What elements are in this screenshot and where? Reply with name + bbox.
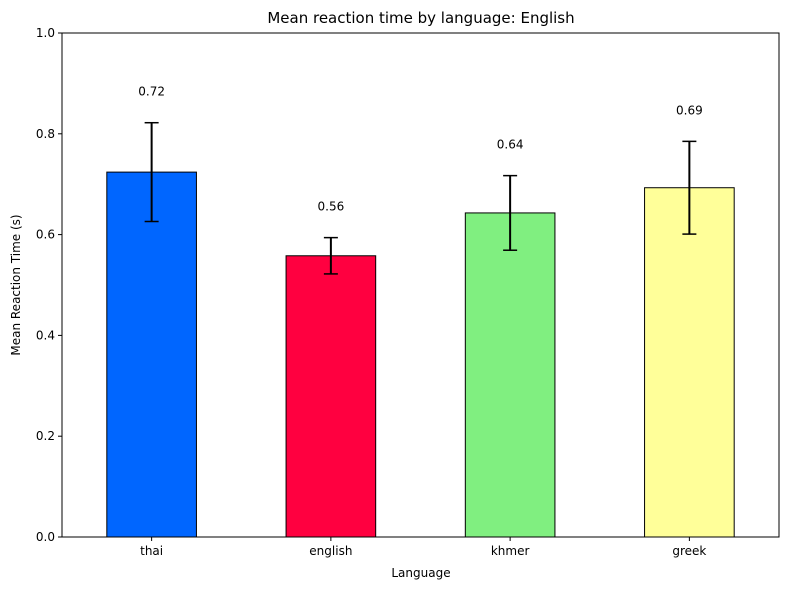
chart-title: Mean reaction time by language: English (267, 9, 574, 27)
data-label-khmer: 0.64 (497, 138, 524, 152)
error-bar-thai (144, 121, 159, 223)
bar-english (285, 255, 377, 538)
x-axis-ticks: thai english khmer greek (140, 537, 706, 558)
error-bar-greek (682, 140, 697, 235)
y-tick-label: 0.0 (36, 530, 55, 544)
y-axis-ticks: 0.0 0.2 0.4 0.6 0.8 1.0 (36, 26, 62, 544)
bar-khmer (464, 212, 556, 538)
x-axis-label: Language (391, 566, 450, 580)
y-tick-label: 0.6 (36, 228, 55, 242)
data-label-greek: 0.69 (676, 103, 703, 117)
y-tick-label: 0.8 (36, 127, 55, 141)
error-bar-english (323, 236, 338, 275)
bar-greek (644, 187, 735, 538)
data-labels-layer: 0.72 0.56 0.64 0.69 (138, 85, 702, 214)
x-tick-label-greek: greek (672, 544, 706, 558)
x-tick-label-thai: thai (140, 544, 163, 558)
error-bar-khmer (503, 174, 518, 251)
x-tick-label-english: english (309, 544, 352, 558)
y-tick-label: 0.4 (36, 328, 55, 342)
data-label-thai: 0.72 (138, 85, 165, 99)
y-tick-label: 1.0 (36, 26, 55, 40)
data-label-english: 0.56 (318, 200, 345, 214)
y-tick-label: 0.2 (36, 429, 55, 443)
bar-thai (106, 171, 197, 538)
plot-area-frame (61, 32, 780, 538)
y-axis-label: Mean Reaction Time (s) (9, 214, 23, 355)
x-tick-label-khmer: khmer (491, 544, 530, 558)
error-bars-layer (144, 121, 697, 275)
bars-layer (106, 171, 735, 538)
